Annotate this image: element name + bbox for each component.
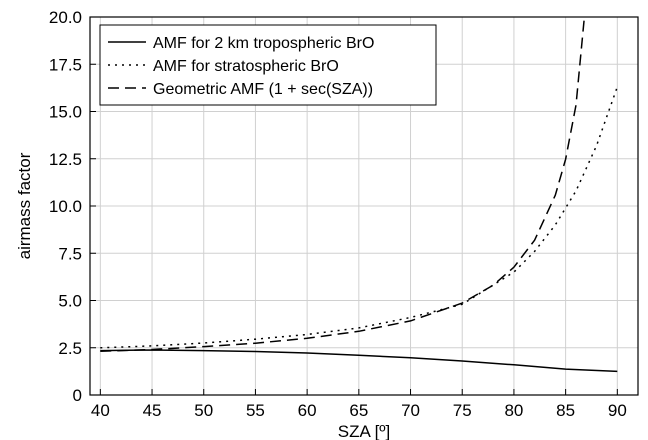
x-tick-label: 85 [556,401,575,420]
y-tick-label: 10.0 [49,197,82,216]
y-tick-label: 12.5 [49,150,82,169]
legend: AMF for 2 km tropospheric BrO AMF for st… [100,25,436,105]
x-tick-label: 45 [143,401,162,420]
y-tick-label: 17.5 [49,55,82,74]
y-tick-label: 0 [73,386,82,405]
y-tick-label: 7.5 [58,244,82,263]
y-tick-label: 2.5 [58,339,82,358]
y-axis-label: airmass factor [15,152,34,259]
x-tick-label: 75 [453,401,472,420]
x-tick-label: 80 [504,401,523,420]
x-tick-label: 60 [298,401,317,420]
x-tick-label: 70 [401,401,420,420]
legend-label-geometric: Geometric AMF (1 + sec(SZA)) [153,81,373,98]
x-tick-label: 50 [194,401,213,420]
legend-label-troposphere: AMF for 2 km tropospheric BrO [153,35,374,52]
y-tick-label: 20.0 [49,8,82,27]
x-axis-label: SZA [º] [338,422,391,440]
y-tick-label: 15.0 [49,103,82,122]
y-tick-label: 5.0 [58,292,82,311]
x-tick-label: 40 [91,401,110,420]
x-tick-label: 90 [608,401,627,420]
legend-label-stratosphere: AMF for stratospheric BrO [153,58,339,75]
x-tick-label: 65 [349,401,368,420]
x-tick-label: 55 [246,401,265,420]
